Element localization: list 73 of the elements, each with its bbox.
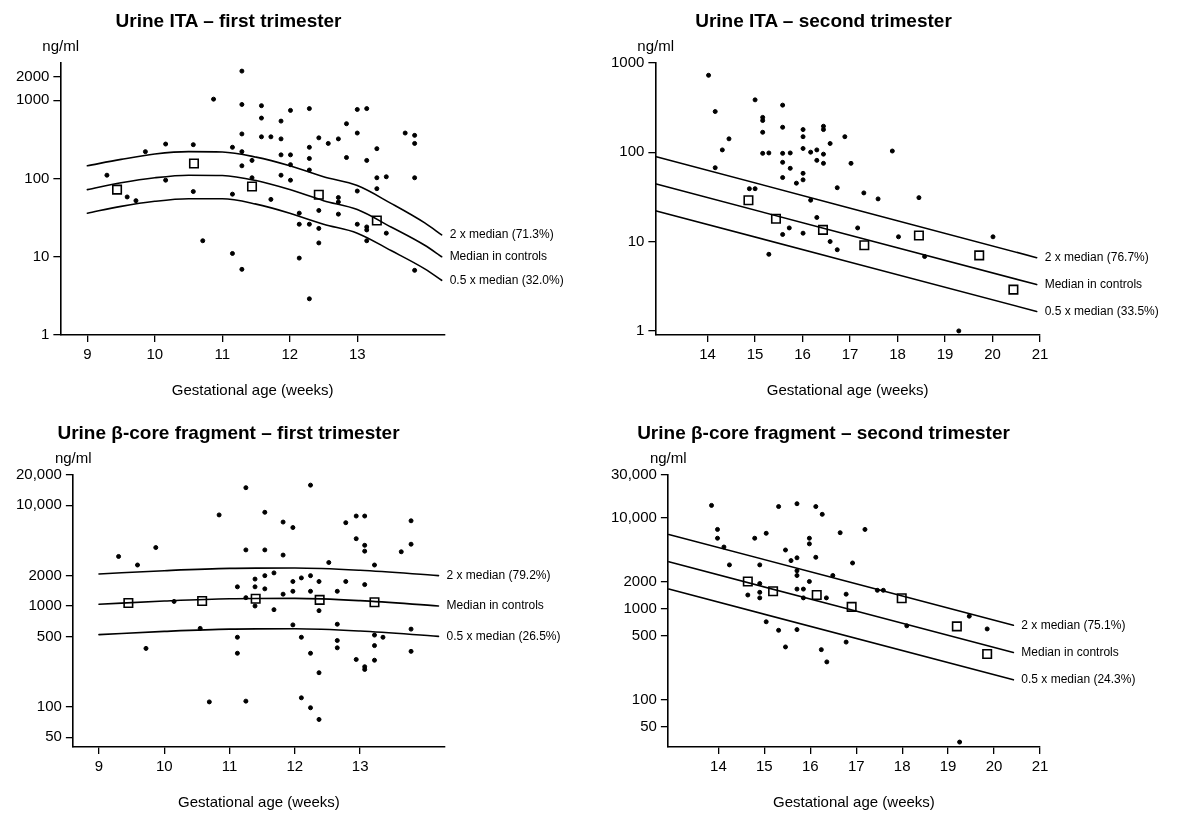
x-tick-label: 16 — [801, 757, 819, 775]
y-tick-label: 10,000 — [15, 495, 62, 513]
series-label: 2 x median (79.2%) — [446, 567, 551, 582]
x-tick-label: 21 — [1031, 757, 1049, 775]
y-tick-label: 1 — [41, 325, 50, 343]
x-tick-label: 20 — [985, 757, 1003, 775]
series-label: 2 x median (71.3%) — [449, 227, 554, 242]
x-tick-label: 19 — [936, 345, 954, 363]
y-tick-label: 10,000 — [610, 508, 657, 526]
y-tick-label: 100 — [631, 689, 657, 707]
y-tick-label: 100 — [36, 697, 62, 715]
y-axis-title: ng/ml — [637, 37, 675, 55]
x-axis-title: Gestational age (weeks) — [178, 793, 340, 811]
series-label: Median in controls — [1021, 644, 1119, 659]
y-tick-label: 20,000 — [15, 464, 62, 482]
chart-title: Urine ITA – second trimester — [695, 9, 953, 31]
x-axis-title: Gestational age (weeks) — [766, 381, 929, 399]
series-label: Median in controls — [1044, 276, 1143, 291]
x-tick-label: 11 — [221, 757, 238, 775]
x-tick-label: 16 — [794, 345, 811, 363]
x-tick-label: 14 — [699, 345, 716, 363]
x-tick-label: 18 — [893, 757, 911, 775]
y-tick-label: 1 — [636, 321, 645, 339]
series-label: 0.5 x median (33.5%) — [1044, 303, 1159, 318]
x-tick-label: 19 — [939, 757, 957, 775]
series-label: 0.5 x median (26.5%) — [446, 628, 561, 643]
chart-title: Urine β-core fragment – first trimester — [57, 421, 401, 443]
x-tick-label: 14 — [710, 757, 727, 775]
x-tick-label: 13 — [348, 345, 366, 363]
x-tick-label: 11 — [214, 345, 231, 363]
series-label: 2 x median (75.1%) — [1021, 617, 1126, 632]
x-tick-label: 9 — [83, 345, 92, 363]
x-tick-label: 12 — [281, 345, 299, 363]
y-tick-label: 100 — [24, 168, 50, 186]
x-tick-label: 17 — [847, 757, 865, 775]
y-tick-label: 500 — [631, 626, 657, 644]
chart-title: Urine β-core fragment – second trimester — [637, 421, 1011, 443]
x-tick-label: 10 — [146, 345, 164, 363]
y-tick-label: 1000 — [610, 52, 645, 70]
y-axis-title: ng/ml — [42, 37, 80, 55]
y-tick-label: 2000 — [28, 565, 62, 583]
x-tick-label: 13 — [351, 757, 369, 775]
chart-title: Urine ITA – first trimester — [115, 9, 343, 31]
x-tick-label: 21 — [1031, 345, 1049, 363]
y-axis-title: ng/ml — [54, 449, 92, 467]
y-tick-label: 2000 — [623, 571, 657, 589]
x-axis-title: Gestational age (weeks) — [171, 381, 334, 399]
x-tick-label: 10 — [155, 757, 173, 775]
series-label: Median in controls — [449, 249, 548, 264]
y-tick-label: 500 — [36, 626, 62, 644]
x-tick-label: 15 — [746, 345, 764, 363]
y-tick-label: 1000 — [623, 598, 657, 616]
y-tick-label: 50 — [640, 717, 657, 735]
y-tick-label: 50 — [45, 727, 62, 745]
x-tick-label: 12 — [286, 757, 304, 775]
y-tick-label: 2000 — [15, 66, 50, 84]
y-axis-title: ng/ml — [649, 449, 687, 467]
series-label: 2 x median (76.7%) — [1044, 249, 1149, 264]
x-tick-label: 9 — [94, 757, 104, 775]
y-tick-label: 1000 — [15, 90, 50, 108]
y-tick-label: 30,000 — [610, 464, 657, 482]
x-tick-label: 20 — [984, 345, 1001, 363]
x-tick-label: 15 — [756, 757, 773, 775]
series-label: 0.5 x median (24.3%) — [1021, 672, 1136, 687]
y-tick-label: 10 — [32, 246, 50, 264]
y-tick-label: 100 — [619, 142, 645, 160]
x-tick-label: 17 — [841, 345, 859, 363]
x-tick-label: 18 — [889, 345, 906, 363]
series-label: Median in controls — [446, 598, 544, 613]
x-axis-title: Gestational age (weeks) — [773, 793, 935, 811]
series-label: 0.5 x median (32.0%) — [449, 272, 564, 287]
y-tick-label: 1000 — [28, 596, 62, 614]
y-tick-label: 10 — [627, 231, 645, 249]
